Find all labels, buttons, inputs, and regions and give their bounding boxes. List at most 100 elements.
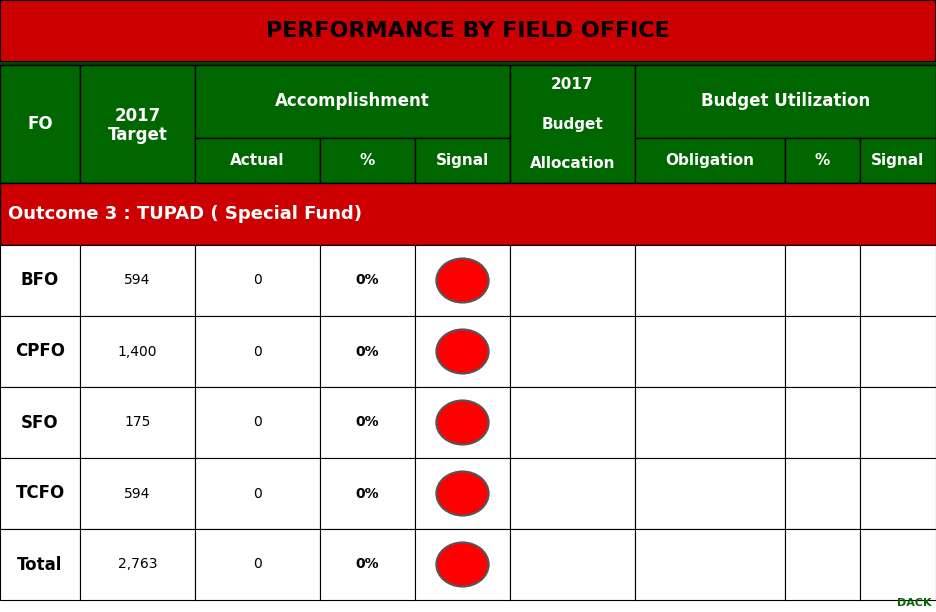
Text: Signal: Signal <box>436 153 490 168</box>
Text: DACK: DACK <box>898 598 932 608</box>
Bar <box>415 387 510 458</box>
Bar <box>195 387 320 458</box>
Bar <box>635 65 936 138</box>
Bar <box>0 245 80 316</box>
Bar <box>195 245 320 316</box>
Bar <box>195 65 510 138</box>
Bar <box>785 138 860 183</box>
Bar <box>860 245 936 316</box>
Bar <box>510 65 635 183</box>
Text: %: % <box>815 153 830 168</box>
Bar <box>510 458 635 529</box>
Bar <box>80 65 195 183</box>
Bar <box>510 529 635 600</box>
Text: 594: 594 <box>124 274 151 288</box>
Text: CPFO: CPFO <box>15 343 65 360</box>
Text: Obligation: Obligation <box>665 153 754 168</box>
Ellipse shape <box>436 258 489 302</box>
Bar <box>0 0 936 62</box>
Bar <box>415 529 510 600</box>
Text: 594: 594 <box>124 487 151 501</box>
Bar <box>80 316 195 387</box>
Bar <box>860 316 936 387</box>
Text: 0%: 0% <box>356 416 379 430</box>
Bar <box>785 316 860 387</box>
Text: 1,400: 1,400 <box>118 345 157 359</box>
Bar <box>860 387 936 458</box>
Bar <box>415 138 510 183</box>
Text: 0: 0 <box>253 345 262 359</box>
Text: 0: 0 <box>253 416 262 430</box>
Bar <box>635 138 785 183</box>
Bar <box>80 387 195 458</box>
Bar <box>0 316 80 387</box>
Ellipse shape <box>436 400 489 444</box>
Bar <box>635 245 785 316</box>
Bar <box>0 529 80 600</box>
Text: Allocation: Allocation <box>530 156 615 171</box>
Bar <box>80 529 195 600</box>
Bar <box>785 529 860 600</box>
Text: 0: 0 <box>253 558 262 572</box>
Bar <box>0 62 936 65</box>
Bar <box>320 458 415 529</box>
Text: Actual: Actual <box>230 153 285 168</box>
Bar <box>860 529 936 600</box>
Bar <box>320 138 415 183</box>
Text: 0: 0 <box>253 274 262 288</box>
Ellipse shape <box>436 471 489 515</box>
Bar <box>0 387 80 458</box>
Bar <box>635 387 785 458</box>
Bar <box>510 316 635 387</box>
Bar <box>785 458 860 529</box>
Bar <box>510 387 635 458</box>
Text: 0%: 0% <box>356 558 379 572</box>
Bar <box>510 245 635 316</box>
Text: 0%: 0% <box>356 487 379 501</box>
Bar <box>635 316 785 387</box>
Text: TCFO: TCFO <box>15 485 65 502</box>
Bar <box>320 316 415 387</box>
Bar <box>195 529 320 600</box>
Text: FO: FO <box>27 115 52 133</box>
Text: 0%: 0% <box>356 274 379 288</box>
Text: Outcome 3 : TUPAD ( Special Fund): Outcome 3 : TUPAD ( Special Fund) <box>8 205 362 223</box>
Bar <box>415 316 510 387</box>
Text: SFO: SFO <box>22 414 59 431</box>
Text: %: % <box>359 153 375 168</box>
Text: BFO: BFO <box>21 272 59 289</box>
Bar <box>195 458 320 529</box>
Bar <box>635 529 785 600</box>
Text: PERFORMANCE BY FIELD OFFICE: PERFORMANCE BY FIELD OFFICE <box>266 21 670 41</box>
Bar <box>195 316 320 387</box>
Bar <box>785 245 860 316</box>
Text: 175: 175 <box>124 416 151 430</box>
Bar <box>320 245 415 316</box>
Text: Budget: Budget <box>542 116 604 132</box>
Bar <box>415 245 510 316</box>
Bar <box>0 65 80 183</box>
Text: Signal: Signal <box>871 153 925 168</box>
Bar <box>320 387 415 458</box>
Text: 0: 0 <box>253 487 262 501</box>
Bar <box>635 458 785 529</box>
Text: 2017: 2017 <box>551 77 593 92</box>
Text: 2017: 2017 <box>114 107 161 125</box>
Text: 2,763: 2,763 <box>118 558 157 572</box>
Text: 0%: 0% <box>356 345 379 359</box>
Text: Accomplishment: Accomplishment <box>275 92 430 111</box>
Text: Budget Utilization: Budget Utilization <box>701 92 870 111</box>
Bar <box>415 458 510 529</box>
Bar <box>0 458 80 529</box>
Text: Total: Total <box>17 556 63 573</box>
Bar <box>860 138 936 183</box>
Text: Target: Target <box>108 126 168 144</box>
Bar <box>860 458 936 529</box>
Ellipse shape <box>436 542 489 586</box>
Bar <box>320 529 415 600</box>
Bar <box>195 138 320 183</box>
Bar <box>80 245 195 316</box>
Bar <box>785 387 860 458</box>
Bar <box>0 183 936 245</box>
Bar <box>80 458 195 529</box>
